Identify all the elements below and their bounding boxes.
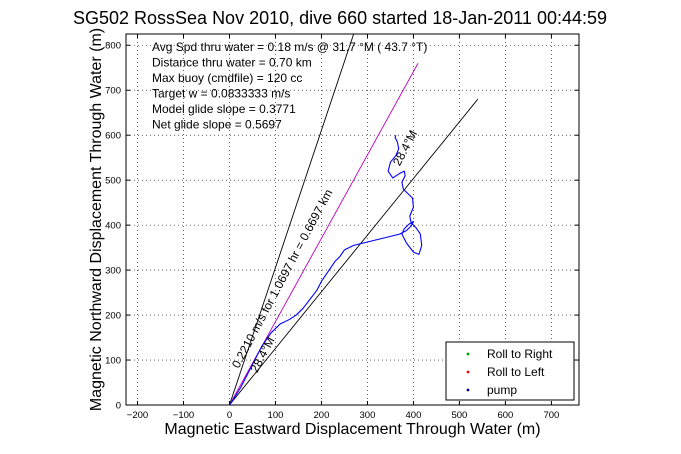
x-tick-label: −100: [173, 410, 194, 421]
y-tick-label: 800: [105, 41, 121, 52]
y-tick-label: 600: [105, 131, 121, 142]
legend-marker: [466, 370, 470, 374]
trajectory-line: [229, 134, 423, 406]
annotation-line: Distance thru water = 0.70 km: [152, 56, 312, 70]
annotation-line: Model glide slope = 0.3771: [152, 102, 296, 116]
legend-label: Roll to Left: [487, 365, 545, 379]
legend-label: Roll to Right: [487, 347, 553, 361]
x-tick-label: −200: [127, 410, 148, 421]
x-tick-label: 300: [360, 410, 376, 421]
legend: Roll to Right Roll to Left pump: [445, 341, 575, 401]
y-tick-label: 300: [105, 266, 121, 277]
annotation-line: Net glide slope = 0.5697: [152, 118, 282, 132]
x-tick-label: 200: [314, 410, 330, 421]
y-tick-label: 700: [105, 86, 121, 97]
x-tick-label: 600: [497, 410, 513, 421]
annotation-line: Avg Spd thru water = 0.18 m/s @ 31.7 °M …: [152, 40, 427, 54]
y-tick-label: 100: [105, 356, 121, 367]
x-tick-label: 700: [543, 410, 559, 421]
reference-line: [229, 98, 479, 406]
legend-marker: [466, 388, 470, 392]
data-series: [229, 134, 423, 406]
x-tick-label: 500: [451, 410, 467, 421]
legend-label: pump: [487, 383, 517, 397]
reference-line: [229, 33, 355, 406]
legend-marker: [466, 352, 470, 356]
chart-title: SG502 RossSea Nov 2010, dive 660 started…: [73, 8, 607, 28]
y-axis-label: Magnetic Northward Displacement Through …: [88, 28, 105, 411]
annotation-line: Max buoy (cmdfile) = 120 cc: [152, 71, 302, 85]
y-tick-labels: 0 100 200 300 400 500 600 700 800: [105, 41, 121, 412]
x-axis-label: Magnetic Eastward Displacement Through W…: [164, 421, 540, 438]
x-tick-labels: −200 −100 0 100 200 300 400 500 600 700: [127, 410, 560, 421]
x-tick-label: 100: [268, 410, 284, 421]
x-tick-label: 0: [227, 410, 232, 421]
y-tick-label: 500: [105, 176, 121, 187]
y-tick-label: 0: [116, 401, 121, 412]
plot-area: −200 −100 0 100 200 300 400 500 600 700 0 100 200 30…: [105, 33, 580, 421]
y-tick-label: 400: [105, 221, 121, 232]
y-tick-label: 200: [105, 311, 121, 322]
annotations: Avg Spd thru water = 0.18 m/s @ 31.7 °M …: [152, 40, 427, 132]
grid: [126, 34, 579, 406]
annotation-line: Target w = 0.0833333 m/s: [152, 87, 290, 101]
x-tick-label: 400: [406, 410, 422, 421]
